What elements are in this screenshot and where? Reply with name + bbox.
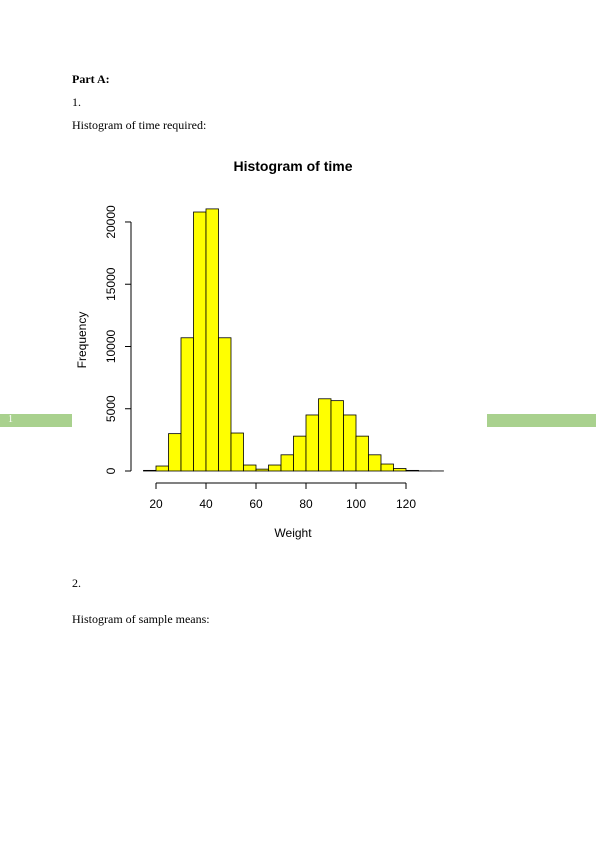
page-margin-marker <box>487 414 596 427</box>
bar <box>380 463 394 472</box>
bar <box>318 398 332 472</box>
bar <box>280 454 294 472</box>
y-tick-label: 10000 <box>104 329 118 363</box>
item-number: 1. <box>72 95 81 109</box>
bar <box>330 400 344 472</box>
bar <box>218 337 232 472</box>
bar <box>168 433 182 472</box>
item-text: Histogram of time required: <box>72 118 207 132</box>
bar <box>243 464 257 472</box>
y-tick-label: 15000 <box>104 267 118 301</box>
chart-title: Histogram of time <box>233 158 352 174</box>
y-tick-label: 0 <box>104 467 118 474</box>
bar <box>205 208 219 472</box>
item-number: 2. <box>72 576 81 590</box>
bar <box>368 454 382 472</box>
page-margin-marker: 1 <box>0 414 72 427</box>
x-tick-label: 20 <box>149 497 163 511</box>
bar <box>405 469 419 472</box>
item-text: Histogram of sample means: <box>72 612 210 626</box>
x-tick-label: 120 <box>396 497 416 511</box>
chart: Histogram of time Weight Frequency 20 40 6… <box>75 158 444 540</box>
y-tick-label: 20000 <box>104 205 118 239</box>
y-tick-label: 5000 <box>104 395 118 422</box>
bar <box>155 465 169 472</box>
bar <box>180 337 194 472</box>
bar <box>255 468 269 472</box>
bar <box>355 435 369 472</box>
bar <box>230 432 244 472</box>
y-axis-label: Frequency <box>75 312 89 369</box>
bar <box>143 469 157 472</box>
x-tick-label: 80 <box>299 497 313 511</box>
bar <box>193 211 207 472</box>
bar <box>268 464 282 472</box>
x-axis-label: Weight <box>274 526 312 540</box>
bar <box>393 468 407 472</box>
x-tick-label: 60 <box>249 497 263 511</box>
bar <box>305 414 319 472</box>
heading: Part A: <box>72 72 110 86</box>
x-tick-label: 40 <box>199 497 213 511</box>
bar <box>343 414 357 472</box>
page-number: 1 <box>8 414 13 425</box>
x-tick-label: 100 <box>346 497 366 511</box>
bar <box>293 435 307 472</box>
